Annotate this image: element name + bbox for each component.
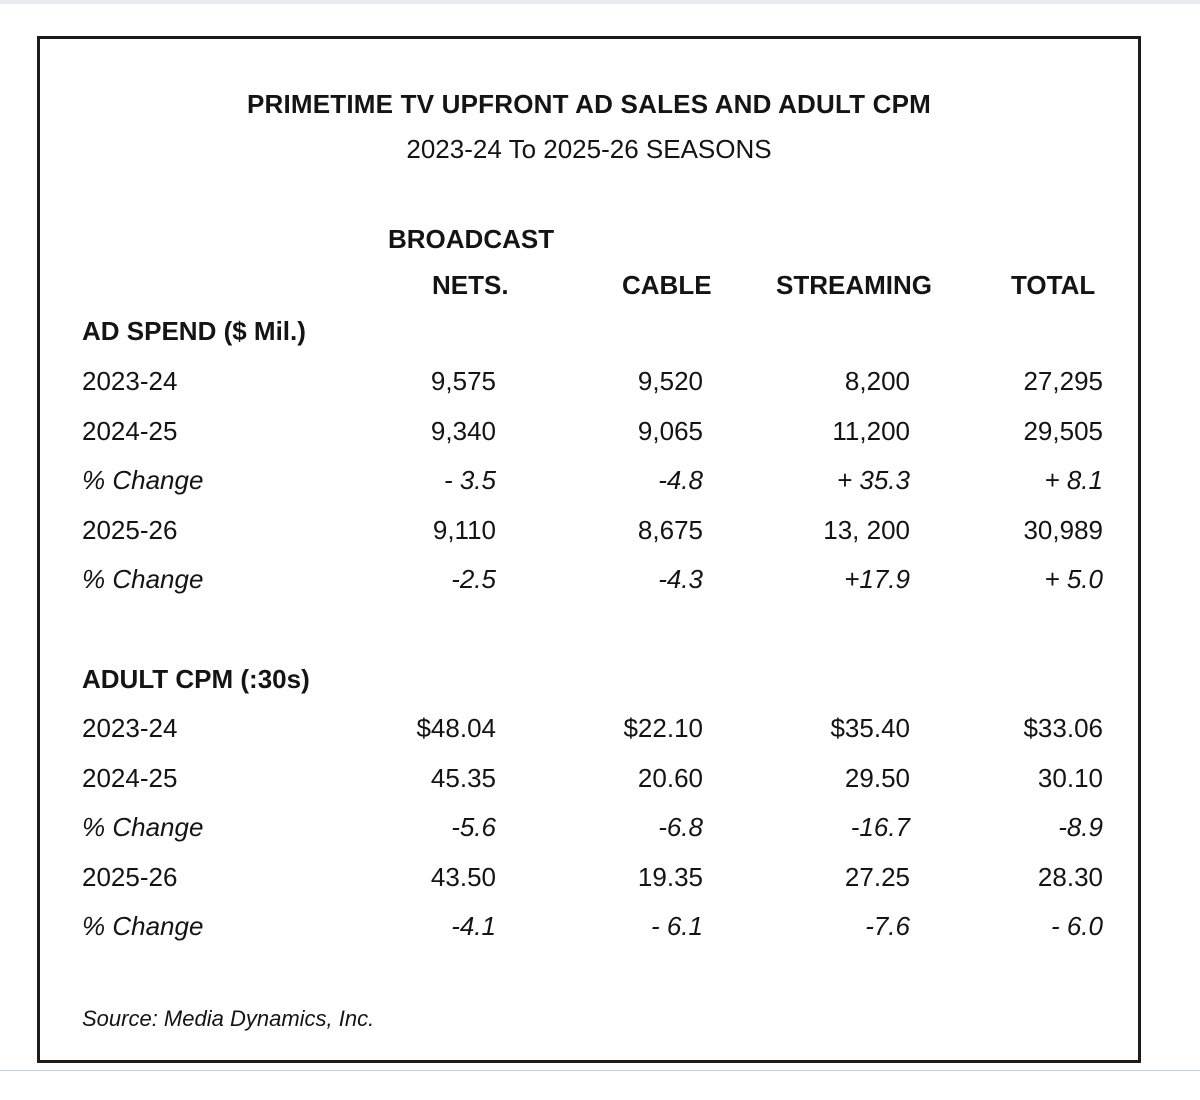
cell-broadcast: 9,575 xyxy=(430,366,496,396)
cell-total: 28.30 xyxy=(1037,862,1103,892)
row-label: % Change xyxy=(82,911,204,941)
row-label: % Change xyxy=(82,812,204,842)
cell-cable: -6.8 xyxy=(658,812,703,842)
cell-broadcast: -2.5 xyxy=(451,564,496,594)
cell-streaming: -16.7 xyxy=(850,812,910,842)
row-label: 2023-24 xyxy=(82,713,178,743)
top-rule xyxy=(0,0,1200,4)
cell-total: 29,505 xyxy=(1023,416,1103,446)
col-header-cable: CABLE xyxy=(622,270,712,300)
cell-total: + 5.0 xyxy=(1044,564,1103,594)
cell-broadcast: 9,110 xyxy=(432,515,496,545)
cell-streaming: + 35.3 xyxy=(836,465,910,495)
cell-streaming: 13, 200 xyxy=(823,515,910,545)
cell-cable: 20.60 xyxy=(637,763,703,793)
cell-streaming: +17.9 xyxy=(844,564,910,594)
cell-cable: -4.8 xyxy=(658,465,703,495)
row-label: % Change xyxy=(82,564,204,594)
cell-streaming: 8,200 xyxy=(844,366,910,396)
col-header-streaming: STREAMING xyxy=(776,270,932,300)
cell-broadcast: 45.35 xyxy=(430,763,496,793)
cell-cable: 19.35 xyxy=(637,862,703,892)
table-subtitle: 2023-24 To 2025-26 SEASONS xyxy=(406,134,772,164)
row-label: % Change xyxy=(82,465,204,495)
table-title: PRIMETIME TV UPFRONT AD SALES AND ADULT … xyxy=(246,89,932,119)
row-label: 2024-25 xyxy=(82,416,178,446)
cell-broadcast: $48.04 xyxy=(416,713,496,743)
cell-total: + 8.1 xyxy=(1044,465,1103,495)
cell-cable: 8,675 xyxy=(637,515,703,545)
col-header-broadcast-line1: BROADCAST xyxy=(388,224,555,254)
cell-broadcast: 9,340 xyxy=(430,416,496,446)
cell-total: 27,295 xyxy=(1023,366,1103,396)
row-label: 2025-26 xyxy=(82,862,178,892)
section-adult-cpm: ADULT CPM (:30s) xyxy=(82,664,310,694)
source-note: Source: Media Dynamics, Inc. xyxy=(82,1006,375,1031)
row-label: 2024-25 xyxy=(82,763,178,793)
section-ad-spend: AD SPEND ($ Mil.) xyxy=(82,316,306,346)
cell-cable: -4.3 xyxy=(658,564,703,594)
cell-streaming: -7.6 xyxy=(865,911,910,941)
cell-total: -8.9 xyxy=(1058,812,1103,842)
cell-cable: $22.10 xyxy=(623,713,703,743)
cell-broadcast: -5.6 xyxy=(451,812,496,842)
col-header-broadcast-line2: NETS. xyxy=(432,270,509,300)
row-label: 2025-26 xyxy=(82,515,178,545)
cell-total: 30,989 xyxy=(1023,515,1103,545)
cell-broadcast: - 3.5 xyxy=(443,465,496,495)
cell-total: - 6.0 xyxy=(1050,911,1103,941)
cell-streaming: 29.50 xyxy=(844,763,910,793)
cell-streaming: $35.40 xyxy=(830,713,910,743)
table-frame: PRIMETIME TV UPFRONT AD SALES AND ADULT … xyxy=(37,36,1141,1063)
cell-broadcast: -4.1 xyxy=(451,911,496,941)
cell-cable: 9,520 xyxy=(637,366,703,396)
col-header-total: TOTAL xyxy=(1011,270,1096,300)
row-label: 2023-24 xyxy=(82,366,178,396)
cell-cable: 9,065 xyxy=(637,416,703,446)
cell-cable: - 6.1 xyxy=(650,911,703,941)
cell-streaming: 27.25 xyxy=(844,862,910,892)
cell-total: 30.10 xyxy=(1037,763,1103,793)
bottom-rule xyxy=(0,1070,1200,1071)
cell-streaming: 11,200 xyxy=(832,416,910,446)
cell-total: $33.06 xyxy=(1023,713,1103,743)
cell-broadcast: 43.50 xyxy=(430,862,496,892)
